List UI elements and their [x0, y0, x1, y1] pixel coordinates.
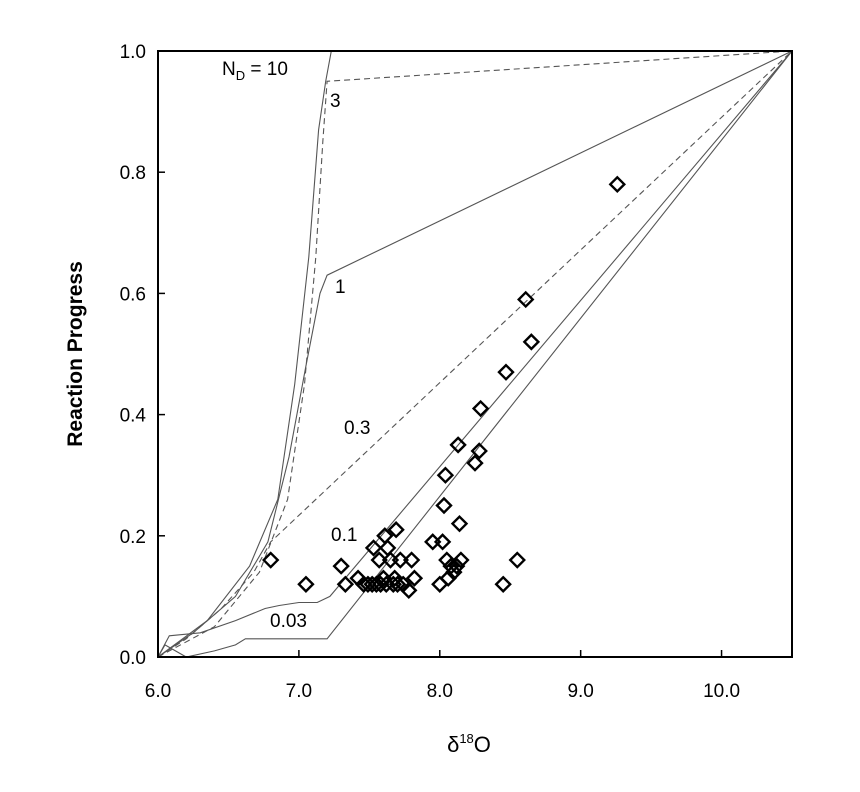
x-tick-label: 9.0 — [567, 681, 593, 702]
y-axis-title: Reaction Progress — [64, 261, 87, 447]
x-tick-label: 8.0 — [427, 681, 453, 702]
data-point — [402, 551, 421, 569]
y-tick-label: 0.2 — [120, 527, 146, 548]
data-point — [522, 333, 541, 351]
x-tick-label: 10.0 — [703, 681, 740, 702]
data-point — [449, 436, 467, 454]
data-point — [466, 454, 484, 472]
data-point — [497, 363, 515, 381]
data-point — [433, 533, 452, 551]
y-tick-label: 0.6 — [120, 284, 146, 305]
curve-label: 0.03 — [270, 611, 307, 632]
y-tick-label: 1.0 — [120, 42, 146, 63]
curve-label: 1 — [335, 277, 346, 298]
data-point — [494, 575, 512, 593]
y-tick-label: 0.0 — [120, 648, 146, 669]
x-tick-label: 7.0 — [286, 681, 312, 702]
curve-line — [157, 50, 793, 658]
curve-line — [157, 50, 793, 658]
curve-line — [157, 50, 793, 658]
curve-labels-layer: ND = 10 3 1 0.3 0.1 0.03 — [222, 59, 370, 632]
data-point — [262, 551, 280, 569]
curve-label: 0.3 — [344, 418, 370, 439]
curve-line — [157, 50, 793, 658]
x-tick-label: 6.0 — [145, 681, 171, 702]
x-axis-title-base: δ — [447, 732, 459, 757]
y-tick-label: 0.4 — [120, 406, 147, 427]
curves-layer — [157, 50, 793, 658]
data-point — [388, 575, 407, 593]
x-axis-title-superscript: 18 — [459, 731, 473, 746]
curve-line — [157, 50, 793, 658]
data-point — [387, 521, 405, 539]
data-point — [374, 569, 393, 587]
data-point — [370, 551, 388, 569]
data-point — [442, 557, 460, 575]
curve-label: ND = 10 — [222, 59, 288, 83]
data-point — [608, 175, 626, 194]
data-point — [431, 575, 449, 593]
data-point — [439, 569, 457, 587]
data-point — [400, 581, 418, 600]
data-point — [336, 575, 355, 593]
data-point — [385, 569, 404, 587]
data-point — [450, 514, 469, 533]
data-point — [364, 539, 383, 557]
ticks-layer: 6.0 7.0 8.0 9.0 10.0 0.0 0.2 0.4 0.6 0.8 1.0 — [120, 42, 740, 702]
data-point — [378, 539, 397, 557]
x-axis-title-tail: O — [474, 732, 491, 757]
y-tick-label: 0.8 — [120, 163, 146, 184]
data-point — [332, 557, 350, 575]
curve-label: 0.1 — [331, 525, 357, 546]
points-layer — [262, 175, 626, 600]
data-point — [508, 551, 526, 569]
data-point — [471, 399, 490, 418]
data-point — [447, 557, 466, 575]
data-point — [435, 496, 453, 515]
plot-frame — [157, 50, 793, 658]
data-point — [424, 533, 442, 551]
data-point — [297, 575, 315, 593]
data-point — [436, 466, 455, 484]
data-point — [517, 290, 535, 309]
x-axis-title: δ18O — [447, 731, 491, 757]
curve-line — [157, 50, 792, 658]
data-point — [405, 569, 424, 587]
data-point — [438, 551, 456, 569]
data-point — [391, 551, 410, 569]
data-point — [452, 551, 470, 569]
curve-label: 3 — [330, 91, 341, 112]
data-point — [470, 442, 488, 460]
